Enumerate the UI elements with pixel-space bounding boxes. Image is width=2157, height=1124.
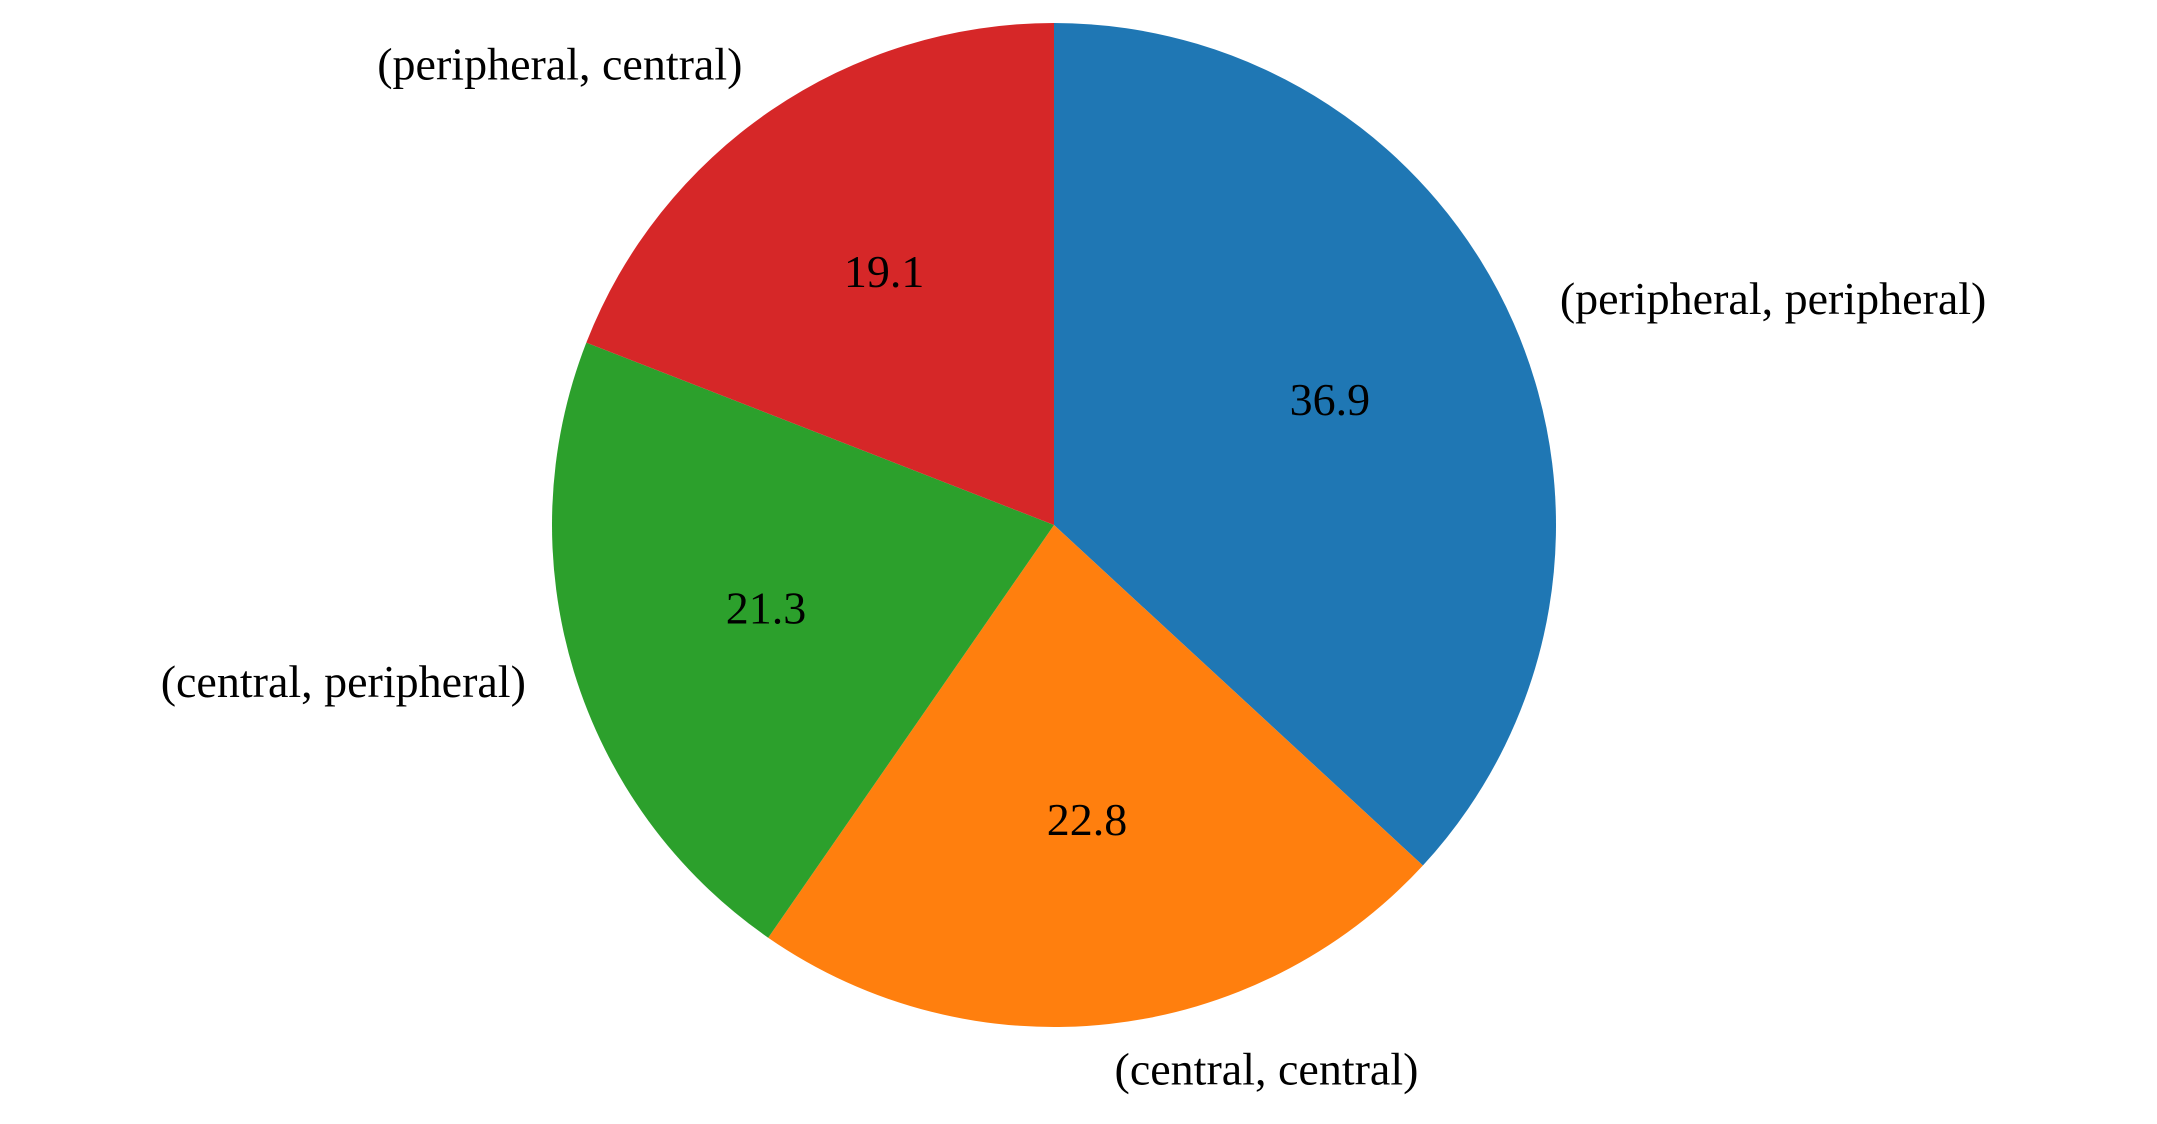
- pie-slice: [552, 342, 1054, 938]
- pie-slice: [768, 525, 1423, 1027]
- pie-slice: [1054, 23, 1556, 866]
- slice-label: (peripheral, peripheral): [1560, 273, 1987, 324]
- value-label: 36.9: [1290, 374, 1371, 425]
- slice-label: (central, central): [1115, 1043, 1419, 1094]
- slice-label: (central, peripheral): [161, 656, 526, 707]
- value-label: 22.8: [1047, 794, 1128, 845]
- value-label: 21.3: [726, 583, 807, 634]
- pie-slice: [586, 23, 1054, 525]
- value-label: 19.1: [844, 246, 925, 297]
- slice-label: (peripheral, central): [377, 39, 742, 90]
